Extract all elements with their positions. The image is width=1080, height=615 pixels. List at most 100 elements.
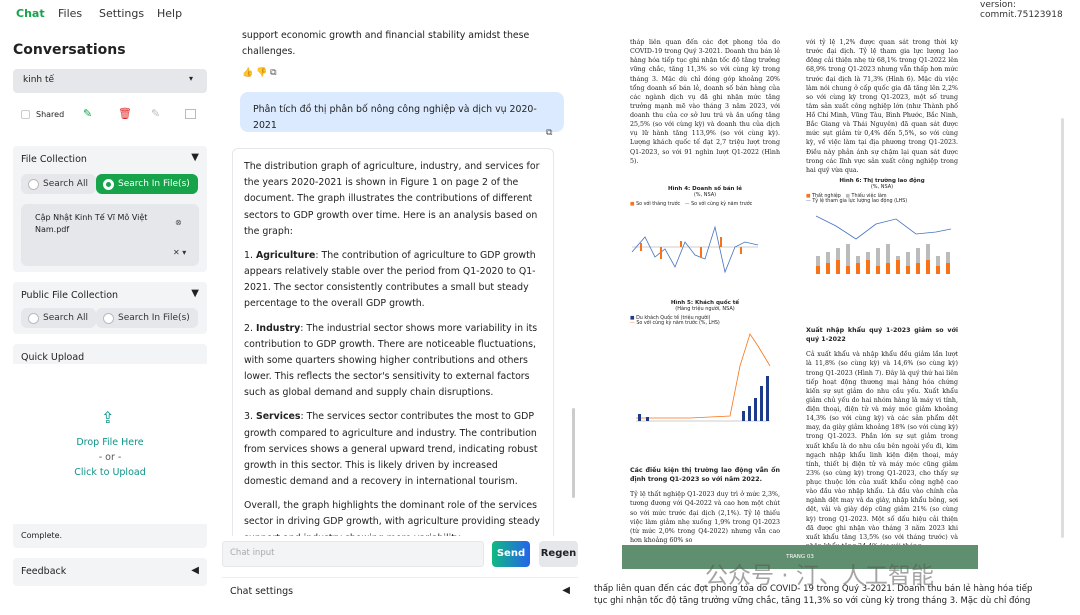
figure-shape <box>816 266 820 274</box>
pdf-paragraph: Cả xuất khẩu và nhập khẩu đều giảm lần l… <box>806 351 958 550</box>
legend-entry: Thất nghiệp <box>812 194 841 199</box>
item-label: Agriculture <box>255 249 316 261</box>
item-label: Services <box>255 411 301 423</box>
watermark: 公众号 · 汀、人工智能 <box>705 563 934 589</box>
drop-text: Drop File Here <box>76 437 144 448</box>
pdf-paragraph: Tỷ lệ thất nghiệp Q1-2023 duy trì ở mức … <box>630 491 780 544</box>
rename-icon[interactable]: ✎ <box>151 107 161 120</box>
or-text: - or - <box>98 452 122 463</box>
section-title: Public File Collection <box>21 290 119 301</box>
radio-option[interactable]: Search In File(s) <box>96 174 198 194</box>
file-tag: Cập Nhật Kinh Tế Vĩ Mô Việt Nam.pdf <box>35 213 148 234</box>
legend-entry: Tỷ lệ tham gia lực lượng lao động (LHS) <box>812 199 908 204</box>
pdf-section: Các điều kiện thị trường lao động vẫn ổn… <box>630 466 780 545</box>
upload-status: Complete. <box>21 531 63 540</box>
chat-input[interactable]: Chat input <box>222 541 484 567</box>
item-num: 1. <box>244 249 253 261</box>
collapse-icon[interactable]: ▼ <box>191 152 199 163</box>
answer-item: 3. Services: The services sector contrib… <box>244 409 542 490</box>
panel-icon[interactable] <box>185 109 196 119</box>
item-text: : The contribution of agriculture to GDP… <box>244 249 536 310</box>
figure-shape <box>866 260 870 274</box>
section-title: Feedback <box>21 566 67 577</box>
edit-icon[interactable]: ✎ <box>83 107 93 120</box>
legend-entry: So với tháng trước <box>636 202 681 207</box>
figure: Hình 6: Thị trường lao động (%, NSA) ■ T… <box>806 178 958 283</box>
quick-upload: Quick Upload ⇪ Drop File Here - or - Cli… <box>13 344 207 548</box>
version: version: commit.75123918 <box>980 0 1063 20</box>
send-button[interactable]: Send <box>492 541 530 567</box>
figure-image <box>636 333 771 422</box>
tab[interactable]: Settings <box>99 7 145 20</box>
pdf-paragraph: thấp liên quan đến các đợt phong tỏa do … <box>594 584 1033 607</box>
figure-title: Hình 4: Doanh số bán lẻ <box>667 186 743 192</box>
conversation-name: kinh tế <box>23 75 55 85</box>
pdf-section: Xuất nhập khẩu quý 1-2023 giảm so với qu… <box>806 326 958 551</box>
figure-shape <box>876 248 880 274</box>
pdf-viewer: tháp liên quan đến các đợt phong tỏa do … <box>586 28 1080 615</box>
answer-item: 1. Agriculture: The contribution of agri… <box>244 248 542 313</box>
placeholder: Chat input <box>230 548 275 558</box>
figure-shape <box>876 266 880 274</box>
message-user: Phân tích đồ thị phân bố nông công nghiệ… <box>240 92 564 132</box>
click-upload[interactable]: Click to Upload <box>74 467 146 478</box>
legend-entry: So với cùng kỳ năm trước <box>691 202 753 207</box>
figure-shape <box>886 244 890 274</box>
radio-option[interactable]: Search In File(s) <box>96 308 198 328</box>
radio-option[interactable]: Search All <box>21 174 96 194</box>
pdf-heading: Các điều kiện thị trường lao động vẫn ổn… <box>630 467 780 484</box>
figure-unit: (%, NSA) <box>693 192 717 198</box>
toolbar: Shared ✎ 🗑 ✎ <box>13 104 207 126</box>
figure-shape <box>916 248 920 274</box>
item-text: : The services sector contributes the mo… <box>244 411 538 488</box>
scrollbar[interactable] <box>572 408 575 498</box>
figure-unit: (Hàng triệu người, NSA) <box>675 306 735 312</box>
tab[interactable]: Help <box>157 7 183 20</box>
settings-label: Chat settings <box>230 586 294 597</box>
figure-unit: (%, NSA) <box>870 184 894 190</box>
radio-option[interactable]: Search All <box>21 308 96 328</box>
shared-label: Shared <box>36 110 65 119</box>
figure-shape <box>846 244 850 274</box>
regen-button[interactable]: Regen <box>539 541 578 567</box>
tab[interactable]: Files <box>58 7 83 20</box>
copy-icon[interactable]: ⧉ <box>546 128 553 138</box>
figure: Hình 5: Khách quốc tế (Hàng triệu người,… <box>630 300 780 440</box>
figure-shape <box>896 260 900 274</box>
figure-title: Hình 6: Thị trường lao động <box>839 178 925 184</box>
answer-summary: Overall, the graph highlights the domina… <box>244 500 540 536</box>
collapse-icon[interactable]: ▼ <box>191 288 199 299</box>
delete-icon[interactable]: 🗑 <box>118 107 132 120</box>
pdf-paragraph: với tỷ lệ 1,2% được quan sát trong thời … <box>806 39 958 174</box>
figure-shape <box>916 263 920 274</box>
item-num: 2. <box>244 322 253 334</box>
conversation-select[interactable]: kinh tế ▾ <box>13 69 207 93</box>
item-label: Industry <box>255 322 301 334</box>
chat-area: support economic growth and financial st… <box>222 28 580 536</box>
checkbox[interactable] <box>21 110 30 119</box>
remove-icon[interactable]: ⊗ <box>175 218 182 227</box>
figure: Hình 4: Doanh số bán lẻ (%, NSA) ■ So vớ… <box>630 186 780 286</box>
scrollbar[interactable] <box>1061 118 1064 538</box>
page-footer: TRANG 03 <box>622 545 978 569</box>
pdf-paragraph: tháp liên quan đến các đợt phong tỏa do … <box>630 39 780 165</box>
file-select[interactable]: Cập Nhật Kinh Tế Vĩ Mô Việt Nam.pdf ⊗ ✕ … <box>21 204 199 266</box>
item-text: : The industrial sector shows more varia… <box>244 322 538 399</box>
figure-shape <box>936 266 940 274</box>
figure-shape <box>946 263 950 274</box>
file-collection: File Collection ▼ Search All Search In F… <box>13 146 207 272</box>
figure-image <box>631 225 759 274</box>
figure-shape <box>886 263 890 274</box>
figure-shape <box>836 260 840 274</box>
legend-entry: Thiếu việc làm <box>851 194 887 199</box>
section-title: Quick Upload <box>21 352 85 363</box>
tab[interactable]: Chat <box>16 7 45 20</box>
figure-shape <box>926 260 930 274</box>
answer-item: 2. Industry: The industrial sector shows… <box>244 321 542 402</box>
chat-settings[interactable]: Chat settings ◀ <box>222 577 578 605</box>
drop-zone[interactable]: ⇪ Drop File Here - or - Click to Upload <box>13 364 207 524</box>
feedback[interactable]: Feedback ◀ <box>13 558 207 586</box>
message-actions[interactable]: 👍 👎 ⧉ <box>242 68 277 78</box>
clear-icon[interactable]: ✕ ▾ <box>173 248 187 257</box>
